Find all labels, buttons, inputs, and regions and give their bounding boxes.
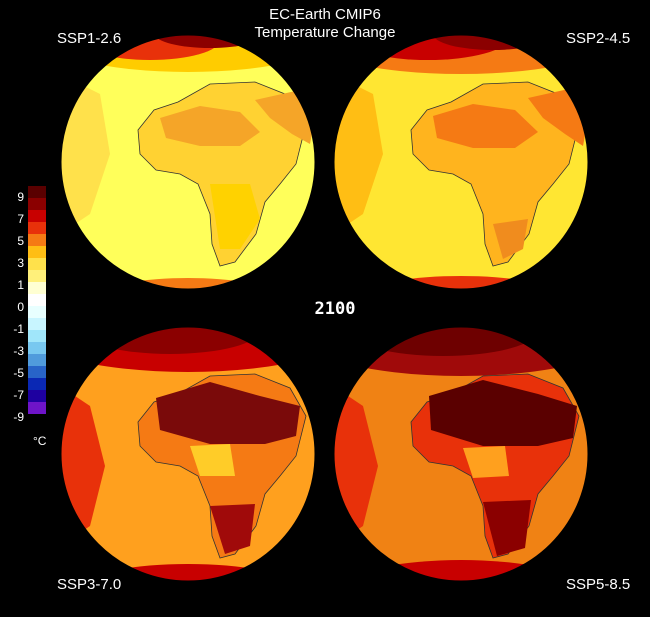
- colorbar-swatch: [28, 258, 46, 270]
- colorbar-swatch: [28, 306, 46, 318]
- colorbar-tick-label: 1: [17, 278, 24, 292]
- colorbar-swatch: [28, 354, 46, 366]
- colorbar-tick-label: -1: [13, 322, 24, 336]
- colorbar-swatch: [28, 378, 46, 390]
- year-label: 2100: [314, 299, 356, 319]
- colorbar-tick-label: 0: [17, 300, 24, 314]
- colorbar-tick-label: 5: [17, 234, 24, 248]
- label-ssp370: SSP3-7.0: [57, 576, 122, 593]
- colorbar-tick-label: -5: [13, 366, 24, 380]
- colorbar-swatch: [28, 198, 46, 210]
- colorbar-swatch: [28, 342, 46, 354]
- colorbar-swatch: [28, 330, 46, 342]
- colorbar-swatch: [28, 246, 46, 258]
- label-ssp585: SSP5-8.5: [566, 576, 631, 593]
- label-ssp245: SSP2-4.5: [566, 30, 631, 47]
- colorbar-swatch: [28, 366, 46, 378]
- colorbar-swatch: [28, 270, 46, 282]
- globe-ssp126: [60, 34, 316, 290]
- colorbar-tick-label: -3: [13, 344, 24, 358]
- map-title-line1: EC-Earth CMIP6: [269, 6, 381, 23]
- colorbar-unit: °C: [33, 434, 47, 448]
- colorbar-swatch: [28, 282, 46, 294]
- colorbar-tick-label: -9: [13, 410, 24, 424]
- colorbar-tick-label: -7: [13, 388, 24, 402]
- colorbar-swatch: [28, 210, 46, 222]
- colorbar-swatch: [28, 318, 46, 330]
- colorbar-tick-label: 7: [17, 212, 24, 226]
- label-ssp126: SSP1-2.6: [57, 30, 122, 47]
- colorbar-swatch: [28, 294, 46, 306]
- colorbar-swatch: [28, 234, 46, 246]
- globe-ssp370: [60, 326, 316, 582]
- colorbar-tick-label: 3: [17, 256, 24, 270]
- map-title-line2: Temperature Change: [254, 24, 396, 41]
- colorbar-swatch: [28, 186, 46, 198]
- globe-ssp245: [333, 34, 589, 290]
- colorbar-tick-label: 9: [17, 190, 24, 204]
- colorbar-swatch: [28, 390, 46, 402]
- colorbar-swatch: [28, 402, 46, 414]
- colorbar-swatch: [28, 222, 46, 234]
- globe-ssp585: [333, 326, 589, 582]
